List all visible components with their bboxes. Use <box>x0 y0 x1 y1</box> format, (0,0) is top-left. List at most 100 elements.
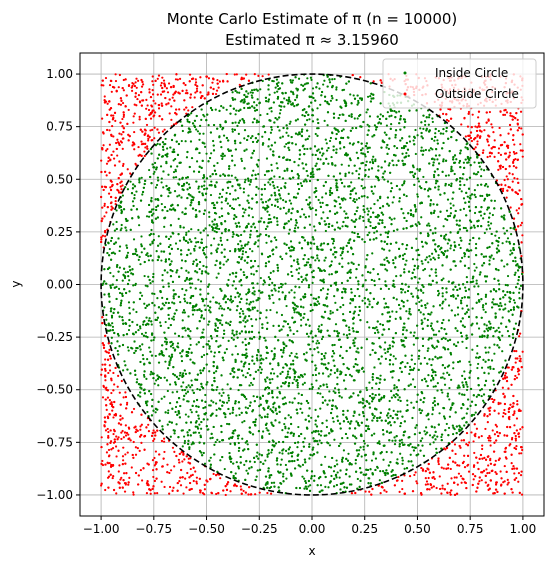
outside-point <box>170 118 173 121</box>
inside-point <box>112 223 115 226</box>
outside-point <box>112 371 115 375</box>
inside-point <box>270 128 273 131</box>
inside-point <box>311 207 314 210</box>
outside-point <box>460 439 463 442</box>
outside-point <box>146 104 149 107</box>
inside-point <box>421 379 424 382</box>
inside-point <box>156 297 159 300</box>
outside-point <box>503 178 506 182</box>
inside-point <box>418 222 421 226</box>
inside-point <box>358 294 361 298</box>
outside-point <box>118 464 121 467</box>
inside-point <box>171 270 174 273</box>
inside-point <box>392 363 395 366</box>
inside-point <box>501 350 504 353</box>
inside-point <box>247 194 250 197</box>
inside-point <box>156 176 160 179</box>
inside-point <box>364 155 367 158</box>
inside-point <box>506 237 510 240</box>
inside-point <box>276 125 279 129</box>
inside-point <box>453 241 456 244</box>
inside-point <box>225 422 229 426</box>
inside-point <box>167 195 170 198</box>
inside-point <box>168 208 172 211</box>
outside-point <box>520 127 523 130</box>
outside-point <box>176 78 179 81</box>
inside-point <box>110 316 114 319</box>
outside-point <box>437 462 440 466</box>
inside-point <box>461 381 464 384</box>
outside-point <box>122 162 125 166</box>
inside-point <box>373 231 376 234</box>
inside-point <box>207 124 210 127</box>
inside-point <box>182 381 185 384</box>
outside-point <box>481 444 484 447</box>
inside-point <box>280 187 283 190</box>
inside-point <box>243 121 246 124</box>
inside-point <box>319 407 322 410</box>
inside-point <box>253 460 256 464</box>
inside-point <box>249 229 252 232</box>
inside-point <box>307 335 310 338</box>
inside-point <box>373 396 376 399</box>
inside-point <box>171 391 174 394</box>
outside-point <box>178 479 181 483</box>
outside-point <box>474 125 477 128</box>
inside-point <box>348 329 351 332</box>
inside-point <box>503 265 506 268</box>
inside-point <box>451 403 454 407</box>
inside-point <box>417 357 420 360</box>
inside-point <box>490 254 493 257</box>
inside-point <box>488 212 491 215</box>
inside-point <box>210 350 213 353</box>
inside-point <box>152 172 155 175</box>
inside-point <box>139 263 142 266</box>
inside-point <box>309 309 312 313</box>
outside-point <box>104 76 108 80</box>
inside-point <box>468 360 471 363</box>
inside-point <box>208 211 211 214</box>
outside-point <box>124 391 127 394</box>
outside-point <box>483 129 486 132</box>
outside-point <box>121 147 124 150</box>
inside-point <box>145 377 148 380</box>
outside-point <box>184 477 187 480</box>
inside-point <box>285 131 288 134</box>
outside-point <box>121 164 125 167</box>
inside-point <box>287 232 290 235</box>
outside-point <box>187 109 190 112</box>
outside-point <box>491 429 494 432</box>
inside-point <box>314 373 318 377</box>
outside-point <box>190 487 193 491</box>
inside-point <box>253 101 256 104</box>
inside-point <box>166 423 169 426</box>
outside-point <box>122 89 125 92</box>
inside-point <box>373 124 376 127</box>
outside-point <box>134 453 138 456</box>
outside-point <box>106 427 109 431</box>
inside-point <box>357 263 360 266</box>
inside-point <box>282 198 285 202</box>
inside-point <box>237 388 240 392</box>
inside-point <box>195 160 199 163</box>
outside-point <box>203 488 207 491</box>
outside-point <box>215 89 219 92</box>
inside-point <box>307 257 310 261</box>
outside-point <box>519 332 522 335</box>
inside-point <box>250 272 253 275</box>
outside-point <box>123 490 127 493</box>
inside-point <box>271 368 274 371</box>
inside-point <box>203 353 206 357</box>
inside-point <box>242 319 245 322</box>
inside-point <box>443 383 447 386</box>
inside-point <box>189 386 192 389</box>
inside-point <box>272 253 275 256</box>
inside-point <box>227 396 230 400</box>
inside-point <box>498 283 501 286</box>
inside-point <box>340 129 344 132</box>
inside-point <box>297 174 300 177</box>
outside-point <box>216 78 219 82</box>
inside-point <box>434 182 438 185</box>
inside-point <box>171 317 174 320</box>
outside-point <box>219 477 222 480</box>
